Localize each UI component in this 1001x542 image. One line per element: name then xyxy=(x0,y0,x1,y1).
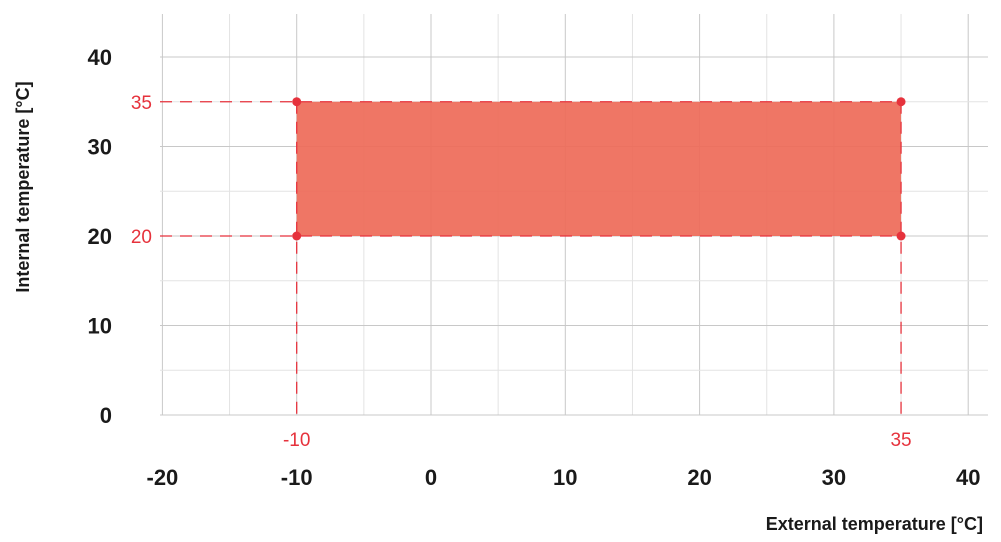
x-tick-label: 20 xyxy=(687,465,711,490)
x-max-annotation: 35 xyxy=(890,430,911,451)
y-axis-title: Internal temperature [°C] xyxy=(13,81,33,292)
x-tick-label: 10 xyxy=(553,465,577,490)
operating-region-rect xyxy=(296,101,902,236)
annotations: -10 35 35 20 xyxy=(131,93,912,451)
reference-lines xyxy=(160,97,906,415)
x-axis-title: External temperature [°C] xyxy=(766,514,983,534)
y-tick-label: 10 xyxy=(88,314,112,339)
y-min-annotation: 20 xyxy=(131,227,152,248)
operating-region xyxy=(296,101,902,236)
y-tick-label: 0 xyxy=(100,403,112,428)
x-tick-label: 0 xyxy=(425,465,437,490)
corner-point xyxy=(292,97,302,107)
corner-point xyxy=(896,231,906,241)
x-tick-label: -10 xyxy=(281,465,313,490)
y-tick-label: 30 xyxy=(88,135,112,160)
tick-labels: -20 -10 0 10 20 30 40 0 10 20 30 40 xyxy=(88,45,981,490)
y-max-annotation: 35 xyxy=(131,93,152,114)
y-tick-label: 20 xyxy=(88,224,112,249)
corner-point xyxy=(292,231,302,241)
x-min-annotation: -10 xyxy=(283,430,310,451)
x-tick-label: 40 xyxy=(956,465,980,490)
x-tick-label: -20 xyxy=(147,465,179,490)
corner-point xyxy=(896,97,906,107)
x-tick-label: 30 xyxy=(822,465,846,490)
y-tick-label: 40 xyxy=(88,45,112,70)
